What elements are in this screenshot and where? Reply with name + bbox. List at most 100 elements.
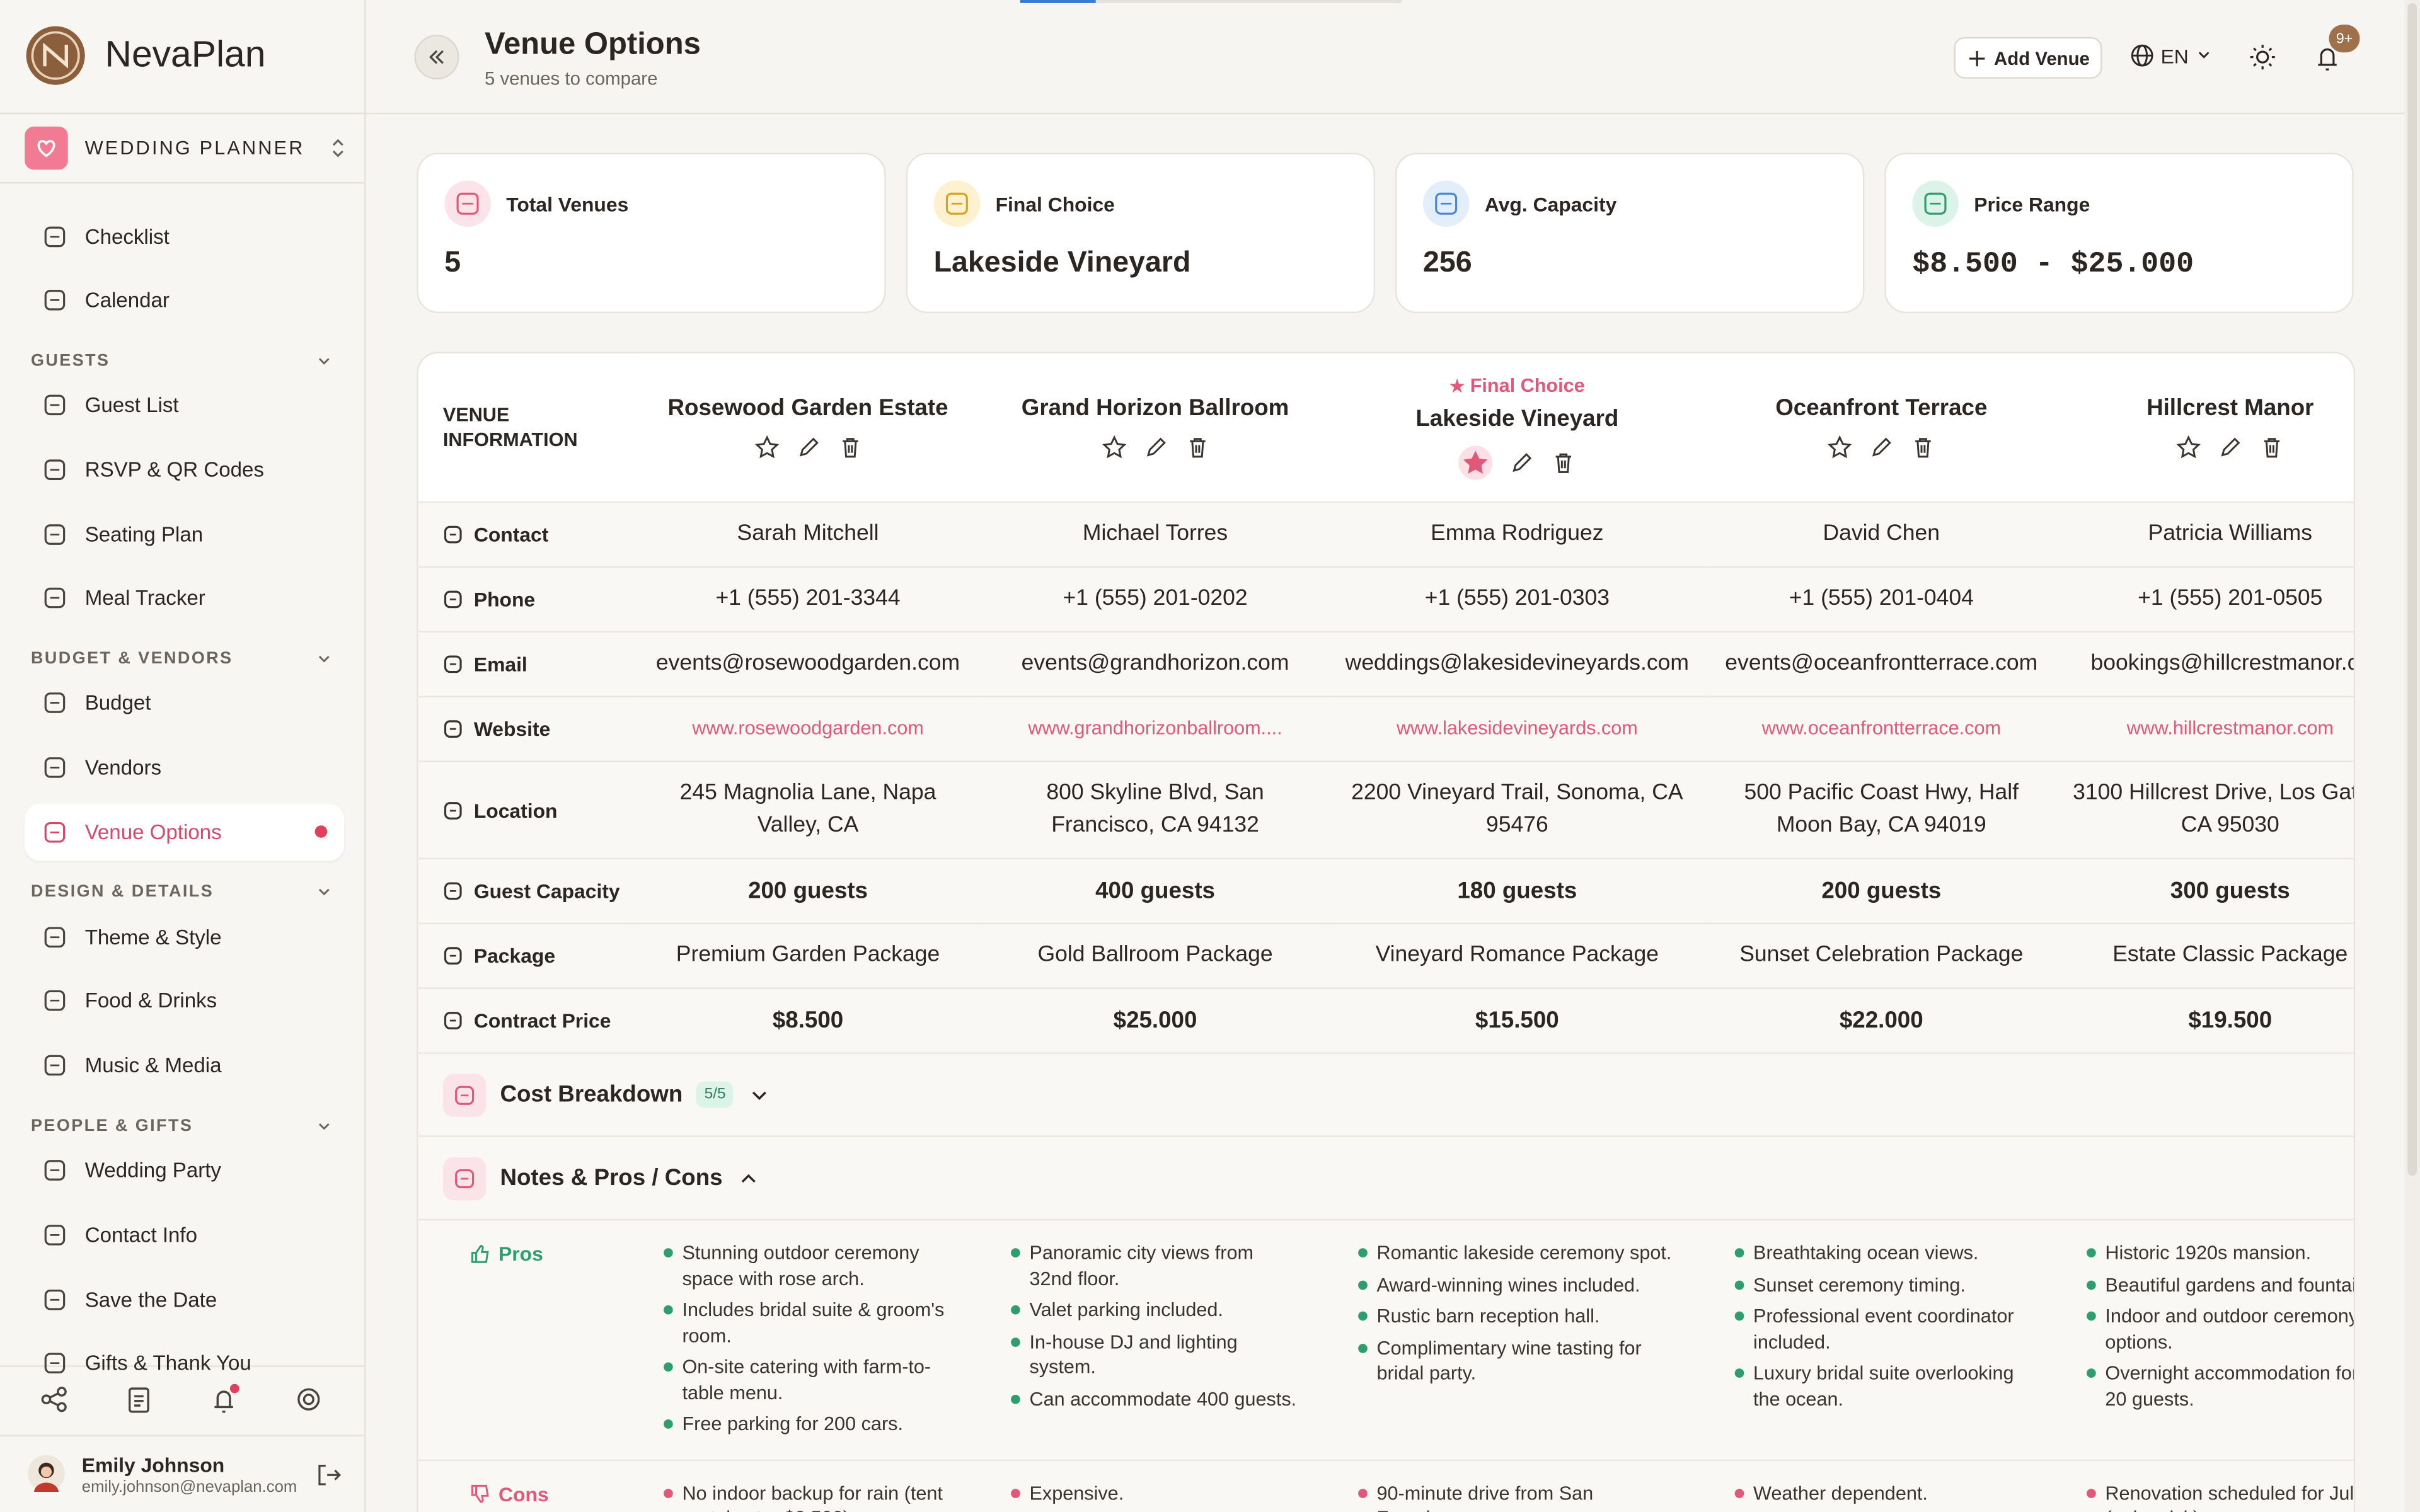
- nav-section[interactable]: PEOPLE & GIFTS: [31, 1116, 333, 1135]
- row-label-text: Email: [473, 652, 527, 676]
- row-label: Contract Price: [418, 987, 635, 1053]
- nav-label: Music & Media: [84, 1053, 222, 1077]
- nav-item[interactable]: Meal Tracker: [25, 570, 344, 627]
- nav-item[interactable]: Theme & Style: [25, 908, 344, 966]
- nav-label: Contact Info: [84, 1223, 197, 1247]
- venue-header: Rosewood Garden Estate: [634, 353, 982, 501]
- cell: 3100 Hillcrest Drive, Los Gatos, CA 9503…: [2057, 760, 2354, 858]
- pro-item: Luxury bridal suite overlooking the ocea…: [1734, 1361, 2030, 1412]
- pro-item: Stunning outdoor ceremony space with ros…: [664, 1240, 954, 1292]
- cell: +1 (555) 201-3344: [634, 566, 982, 631]
- add-venue-button[interactable]: Add Venue: [1954, 37, 2102, 79]
- pros-list: Breathtaking ocean views. Sunset ceremony…: [1734, 1240, 2030, 1412]
- nav-item[interactable]: Vendors: [25, 739, 344, 796]
- cell: Sarah Mitchell: [634, 501, 982, 566]
- nav-label: Theme & Style: [84, 925, 222, 949]
- pro-item: In-house DJ and lighting system.: [1011, 1329, 1301, 1380]
- venue-actions[interactable]: [1828, 435, 1935, 460]
- nav-label: RSVP & QR Codes: [84, 458, 264, 481]
- nav-label: Gifts & Thank You: [84, 1351, 251, 1375]
- nav-item[interactable]: Seating Plan: [25, 505, 344, 563]
- pros-list: Panoramic city views from 32nd floor. Val…: [1011, 1240, 1301, 1412]
- cons-cell: No indoor backup for rain (tent rental e…: [635, 1460, 982, 1512]
- nav-label: Calendar: [84, 289, 170, 312]
- nav-section[interactable]: DESIGN & DETAILS: [31, 883, 333, 902]
- nav-item[interactable]: RSVP & QR Codes: [25, 441, 344, 498]
- cell: David Chen: [1705, 501, 2058, 566]
- venue-actions[interactable]: [1458, 445, 1576, 480]
- pro-item: Rustic barn reception hall.: [1358, 1303, 1678, 1329]
- cell: weddings@lakesidevineyards.com: [1328, 631, 1706, 696]
- nav-section-title: GUESTS: [30, 351, 110, 370]
- cell: $15.500: [1328, 987, 1706, 1053]
- venue-actions[interactable]: [754, 435, 861, 460]
- nav-label: Venue Options: [84, 820, 222, 844]
- pros-cell: Stunning outdoor ceremony space with ros…: [635, 1220, 982, 1458]
- nav-item[interactable]: Gifts & Thank You: [25, 1335, 344, 1392]
- collapse-button[interactable]: [413, 34, 459, 80]
- nav-label: Seating Plan: [84, 522, 204, 546]
- cell: +1 (555) 201-0202: [981, 566, 1329, 631]
- pro-item: Beautiful gardens and fountain: [2087, 1272, 2354, 1297]
- venue-header: Oceanfront Terrace: [1705, 353, 2058, 501]
- nav-item[interactable]: Budget: [25, 675, 344, 732]
- toolbar[interactable]: [0, 1383, 364, 1418]
- stat-card: Price Range $8.500 - $25.000: [1884, 152, 2354, 314]
- pros-cell: Panoramic city views from 32nd floor. Val…: [982, 1220, 1329, 1458]
- corner-label: VENUE INFORMATION: [442, 404, 578, 451]
- nav-item[interactable]: Checklist: [25, 207, 344, 265]
- switch-icon[interactable]: [327, 136, 349, 161]
- nav-item[interactable]: Music & Media: [25, 1037, 344, 1094]
- venue-name: Lakeside Vineyard: [1415, 406, 1619, 432]
- pros-row: Pros Stunning outdoor ceremony space with…: [418, 1218, 2354, 1459]
- nav-item[interactable]: Guest List: [25, 377, 344, 434]
- cons-label-text: Cons: [498, 1482, 549, 1505]
- nav-section[interactable]: GUESTS: [31, 352, 333, 370]
- stat-value: Lakeside Vineyard: [933, 246, 1191, 280]
- cell: Estate Classic Package: [2057, 922, 2354, 988]
- nav-item[interactable]: Calendar: [25, 272, 344, 329]
- brand: NevaPlan: [105, 33, 266, 76]
- nav-section[interactable]: BUDGET & VENDORS: [31, 650, 333, 668]
- venue-actions[interactable]: [1101, 435, 1209, 460]
- logout[interactable]: [316, 1463, 342, 1487]
- nav-item[interactable]: Save the Date: [25, 1271, 344, 1328]
- user-name: Emily Johnson: [81, 1453, 225, 1477]
- pro-item: Sunset ceremony timing.: [1734, 1272, 2030, 1297]
- nav-section-title: PEOPLE & GIFTS: [30, 1116, 193, 1135]
- theme-toggle[interactable]: [2247, 42, 2278, 72]
- bell[interactable]: [2312, 42, 2343, 72]
- cell: 2200 Vineyard Trail, Sonoma, CA 95476: [1328, 760, 1706, 858]
- venue-actions[interactable]: [2176, 435, 2284, 460]
- cell: www.oceanfrontterrace.com: [1705, 696, 2058, 761]
- cell: events@oceanfrontterrace.com: [1705, 631, 2058, 696]
- stat-icon: [444, 180, 491, 227]
- nav-item[interactable]: Contact Info: [25, 1206, 344, 1264]
- cell: events@rosewoodgarden.com: [634, 631, 982, 696]
- page-subtitle: 5 venues to compare: [484, 67, 658, 90]
- cons-cell: Expensive.No outdoor ceremony option: [982, 1460, 1329, 1512]
- con-item: No indoor backup for rain (tent rental e…: [664, 1480, 954, 1512]
- notes-section[interactable]: Notes & Pros / Cons: [418, 1135, 2354, 1219]
- cell: Michael Torres: [981, 501, 1329, 566]
- section-icon: [442, 1156, 487, 1200]
- pros-cell: Breathtaking ocean views. Sunset ceremony…: [1705, 1220, 2057, 1458]
- nav-label: Checklist: [84, 224, 170, 248]
- cell: Gold Ballroom Package: [981, 922, 1329, 988]
- row-label: Guest Capacity: [418, 857, 635, 923]
- pro-item: Valet parking included.: [1011, 1298, 1301, 1323]
- cell: bookings@hillcrestmanor.cc: [2057, 631, 2354, 696]
- venue-name: Rosewood Garden Estate: [667, 394, 948, 421]
- cell: 300 guests: [2057, 857, 2354, 923]
- stat-card: Total Venues 5: [417, 152, 886, 314]
- cost-breakdown[interactable]: Cost Breakdown 5/5: [418, 1052, 2354, 1136]
- nav-item[interactable]: Venue Options: [25, 803, 345, 861]
- pro-item: Breathtaking ocean views.: [1734, 1240, 2030, 1266]
- row-label-text: Phone: [473, 588, 536, 611]
- workspace[interactable]: WEDDING PLANNER: [84, 137, 305, 159]
- pros-label-text: Pros: [498, 1242, 543, 1266]
- nav-item[interactable]: Wedding Party: [25, 1142, 344, 1199]
- nav-item[interactable]: Food & Drinks: [25, 973, 344, 1030]
- language-select[interactable]: EN: [2130, 43, 2215, 68]
